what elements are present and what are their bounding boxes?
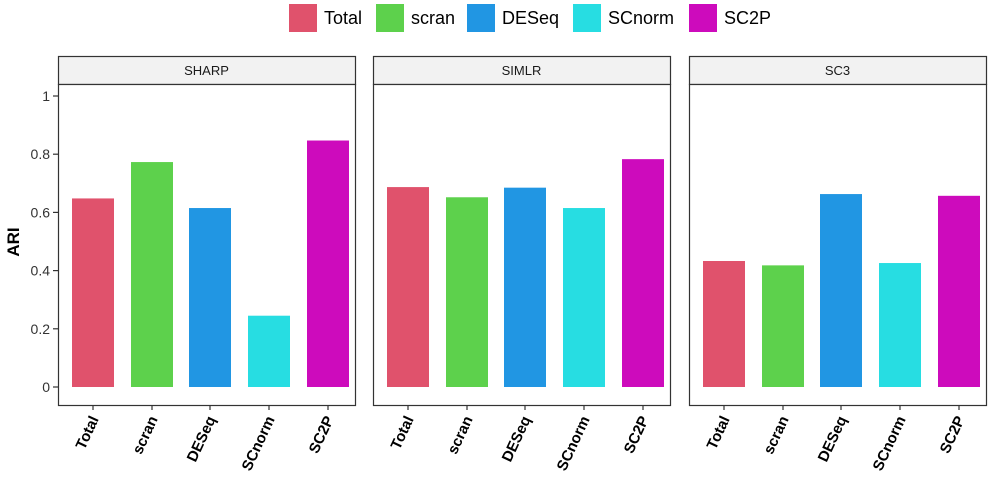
y-tick-label: 1 [42, 88, 50, 104]
bar-sharp-deseq [189, 208, 231, 387]
x-tick-label: DESeq [184, 414, 220, 465]
panel-title: SIMLR [502, 63, 542, 78]
x-tick-label: scran [129, 414, 161, 457]
bar-sharp-sc2p [307, 140, 349, 387]
x-tick-label: DESeq [815, 414, 851, 465]
x-tick-label: Total [704, 414, 734, 453]
x-tick-label: SCnorm [239, 414, 279, 474]
legend-swatch-scran [376, 4, 404, 32]
bar-simlr-sc2p [622, 159, 664, 387]
bar-sharp-scnorm [248, 315, 290, 387]
bar-sharp-total [72, 198, 114, 387]
chart-panels: SHARP Total scran DESeq SCnorm SC2P SIMLR Total… [31, 55, 988, 474]
x-tick-label: Total [388, 414, 418, 453]
x-tick-label: SCnorm [554, 414, 594, 474]
x-tick-label: scran [444, 414, 476, 457]
x-tick-label: DESeq [499, 414, 535, 465]
legend-swatch-scnorm [573, 4, 601, 32]
legend-swatch-deseq [467, 4, 495, 32]
panel-strip [688, 55, 988, 86]
panel-simlr: SIMLR Total scran DESeq SCnorm SC2P [372, 55, 672, 474]
bar-simlr-scran [446, 197, 488, 387]
legend-label-total: Total [324, 8, 362, 28]
legend-label-sc2p: SC2P [724, 8, 771, 28]
legend-swatch-total [289, 4, 317, 32]
panel-title: SC3 [825, 63, 850, 78]
bar-sc3-scran [762, 265, 804, 387]
bar-simlr-deseq [504, 187, 546, 387]
y-tick-label: 0.6 [31, 204, 51, 220]
bar-sharp-scran [131, 162, 173, 387]
y-tick-label: 0.2 [31, 321, 51, 337]
legend-label-scnorm: SCnorm [608, 8, 674, 28]
y-axis: 0 0.2 0.4 0.6 0.8 1 [31, 88, 58, 395]
panel-sc3: SC3 Total scran DESeq SCnorm SC2P [688, 55, 988, 474]
x-tick-label: SC2P [937, 414, 969, 457]
panel-title: SHARP [184, 63, 229, 78]
x-tick-label: Total [73, 414, 103, 453]
x-tick-label: SC2P [306, 414, 338, 457]
panel-strip [57, 55, 357, 86]
y-tick-label: 0.4 [31, 263, 51, 279]
panel-sharp: SHARP Total scran DESeq SCnorm SC2P [57, 55, 357, 474]
bar-sc3-total [703, 260, 745, 387]
bar-simlr-total [387, 187, 429, 387]
bar-sc3-scnorm [879, 263, 921, 387]
x-tick-label: SCnorm [870, 414, 910, 474]
panel-strip [372, 55, 672, 86]
x-tick-label: scran [760, 414, 792, 457]
y-tick-label: 0.8 [31, 146, 51, 162]
y-axis-label: ARI [4, 227, 23, 256]
legend-swatch-sc2p [689, 4, 717, 32]
legend: Total scran DESeq SCnorm SC2P [289, 4, 771, 32]
bar-simlr-scnorm [563, 208, 605, 387]
legend-label-deseq: DESeq [502, 8, 559, 28]
legend-label-scran: scran [411, 8, 455, 28]
bar-sc3-sc2p [938, 195, 980, 387]
x-tick-label: SC2P [621, 414, 653, 457]
y-tick-label: 0 [42, 379, 50, 395]
bar-sc3-deseq [820, 194, 862, 387]
